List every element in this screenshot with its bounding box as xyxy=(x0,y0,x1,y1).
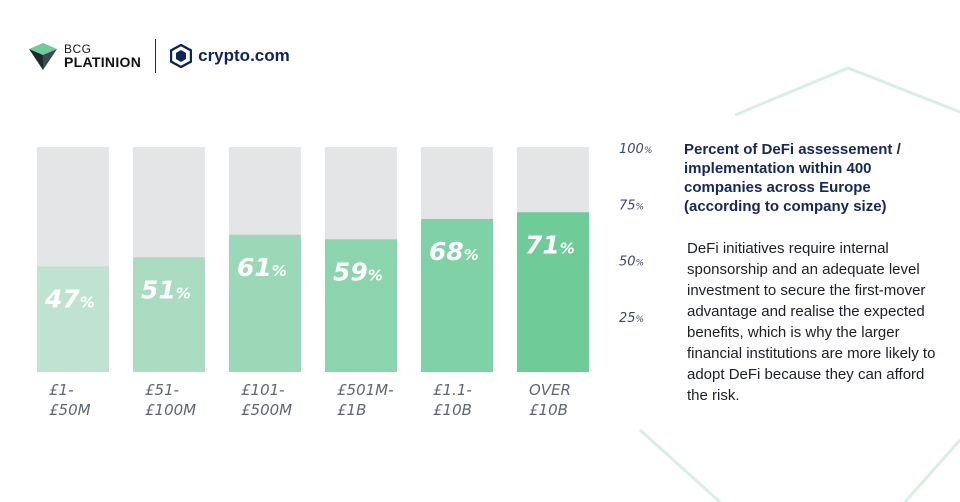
logo-bar: BCG PLATINION crypto.com xyxy=(28,36,290,76)
description-text: DeFi initiatives require internal sponso… xyxy=(687,240,936,404)
bar-value-number: 71 xyxy=(525,230,560,259)
bar-value-unit: % xyxy=(560,239,575,257)
category-label: £10B xyxy=(433,401,472,419)
bar-value-label: 61% xyxy=(237,253,287,282)
category-label: OVER xyxy=(529,381,571,399)
bar-value-number: 59 xyxy=(333,257,368,286)
bar xyxy=(133,257,205,372)
bar-value-unit: % xyxy=(272,262,287,280)
y-tick-label: 75% xyxy=(619,198,644,213)
category-label: £101- xyxy=(241,381,285,399)
category-label: £1- xyxy=(49,381,74,399)
y-tick-label: 100% xyxy=(619,142,652,157)
bar-value-label: 51% xyxy=(141,275,191,304)
crypto-com-logo-icon xyxy=(170,44,193,68)
bar-value-number: 61 xyxy=(237,253,272,282)
y-tick-number: 75 xyxy=(619,198,636,213)
bar xyxy=(517,212,589,372)
bar xyxy=(421,219,493,372)
bar-value-label: 71% xyxy=(525,230,575,259)
bar-value-number: 51 xyxy=(141,275,176,304)
y-tick-label: 25% xyxy=(619,311,644,326)
bar-value-unit: % xyxy=(176,284,191,302)
bar-value-label: 47% xyxy=(44,284,95,313)
bar-value-unit: % xyxy=(464,246,479,264)
crypto-com-wordmark: crypto.com xyxy=(198,46,290,65)
category-label: £1B xyxy=(337,401,366,419)
y-tick-number: 25 xyxy=(619,311,636,326)
y-tick-unit: % xyxy=(636,202,645,212)
bar xyxy=(37,266,109,372)
bar-value-label: 59% xyxy=(333,257,383,286)
bar-value-label: 68% xyxy=(429,237,479,266)
y-tick-unit: % xyxy=(636,259,645,269)
bar-value-unit: % xyxy=(368,266,383,284)
bar-value-number: 47 xyxy=(44,284,80,313)
y-tick-label: 50% xyxy=(619,255,644,270)
bcg-label: BCG xyxy=(64,42,92,56)
bar xyxy=(325,239,397,372)
platinion-label: PLATINION xyxy=(64,54,142,70)
chart-title: Percent of DeFi assessement / implementa… xyxy=(684,141,901,215)
category-label: £10B xyxy=(529,401,568,419)
category-label: £50M xyxy=(49,401,91,419)
y-tick-unit: % xyxy=(644,146,653,156)
y-tick-number: 100 xyxy=(619,142,644,157)
bcg-platinion-logo-icon xyxy=(29,43,57,70)
category-label: £500M xyxy=(241,401,292,419)
logo-divider xyxy=(155,39,157,73)
y-tick-unit: % xyxy=(636,315,645,325)
category-label: £51- xyxy=(145,381,179,399)
bar xyxy=(229,234,301,372)
category-label: £100M xyxy=(145,401,196,419)
y-tick-number: 50 xyxy=(619,255,636,270)
category-label: £1.1- xyxy=(433,381,472,399)
bcg-platinion-wordmark: BCG PLATINION xyxy=(64,43,141,69)
bar-value-number: 68 xyxy=(429,237,464,266)
category-label: £501M- xyxy=(337,381,394,399)
bar-value-unit: % xyxy=(80,293,95,311)
